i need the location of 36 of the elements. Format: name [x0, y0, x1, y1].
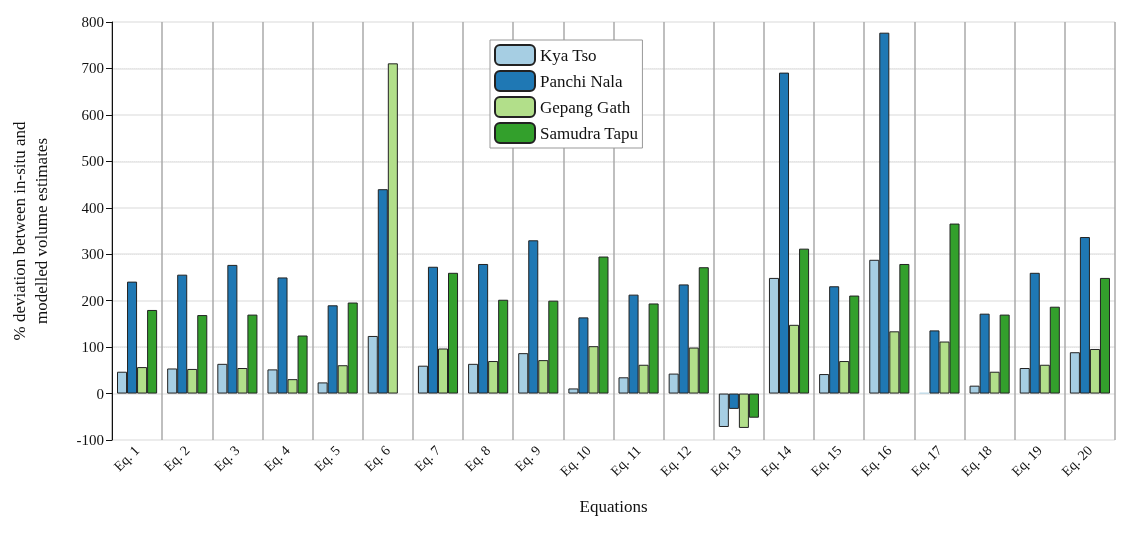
x-tick-label: Eq. 5	[311, 442, 343, 475]
y-tick-label: 200	[81, 292, 104, 309]
x-tick-label: Eq. 17	[908, 442, 945, 480]
y-tick-label: 800	[81, 14, 104, 30]
y-tick-label: 700	[81, 60, 104, 77]
x-tick-label: Eq. 13	[707, 442, 745, 480]
y-tick-label: 100	[81, 339, 104, 356]
x-tick-label: Eq. 18	[958, 442, 995, 480]
x-tick-label: Eq. 16	[858, 442, 895, 480]
legend-label: Samudra Tapu	[540, 123, 639, 143]
legend-label: Gepang Gath	[540, 97, 631, 117]
x-tick-label: Eq. 12	[657, 442, 695, 480]
x-tick-label: Eq. 9	[512, 442, 544, 475]
y-tick-label: 300	[81, 246, 104, 263]
x-tick-label: Eq. 7	[411, 442, 444, 475]
x-tick-label: Eq. 20	[1058, 442, 1096, 480]
y-tick-label: -100	[76, 432, 104, 448]
legend-label: Panchi Nala	[540, 71, 624, 91]
x-tick-label: Eq. 11	[607, 442, 644, 479]
legend-label: Kya Tso	[540, 45, 597, 65]
x-tick-label: Eq. 15	[808, 442, 845, 480]
x-tick-label: Eq. 2	[161, 442, 193, 475]
y-tick-label: 500	[81, 153, 104, 170]
x-tick-label: Eq. 3	[211, 442, 243, 475]
x-tick-label: Eq. 6	[361, 442, 394, 475]
y-axis-title: % deviation between in-situ and modelled volume estimates	[9, 120, 51, 341]
x-tick-label: Eq. 10	[557, 442, 594, 480]
x-axis-title: Equations	[579, 497, 648, 516]
y-tick-label: 0	[96, 385, 104, 402]
x-tick-label: Eq. 14	[757, 442, 795, 480]
x-tick-label: Eq. 19	[1008, 442, 1046, 480]
y-tick-label: 400	[81, 199, 104, 216]
x-tick-label: Eq. 8	[461, 442, 494, 475]
y-tick-label: 600	[81, 106, 104, 123]
x-tick-label: Eq. 4	[261, 442, 293, 475]
x-tick-label: Eq. 1	[110, 442, 143, 475]
